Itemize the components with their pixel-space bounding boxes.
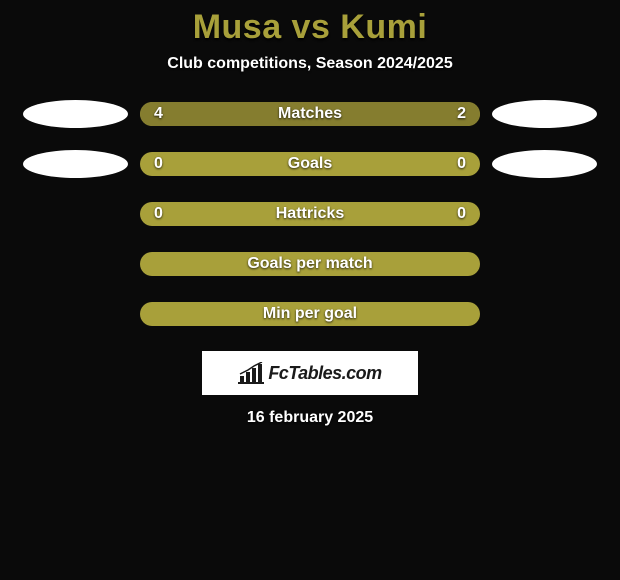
stat-bar: Goals per match (140, 252, 480, 276)
stat-row: Min per goal (0, 301, 620, 327)
subtitle: Club competitions, Season 2024/2025 (0, 55, 620, 73)
chart-icon (238, 362, 264, 384)
stat-bar: Min per goal (140, 302, 480, 326)
player-left-ellipse (23, 150, 128, 178)
stats-list: 4Matches2 0Goals0 0Hattricks0 Goals per mat… (0, 101, 620, 327)
stat-bar: 0Hattricks0 (140, 202, 480, 226)
player-right-ellipse (492, 100, 597, 128)
stat-row: 0Goals0 (0, 151, 620, 177)
logo-box[interactable]: FcTables.com (202, 351, 418, 395)
page-title: Musa vs Kumi (0, 8, 620, 47)
stat-label: Goals per match (140, 255, 480, 273)
player-left-ellipse (23, 100, 128, 128)
stat-label: Hattricks (140, 205, 480, 223)
stat-label: Goals (140, 155, 480, 173)
logo-text: FcTables.com (268, 363, 381, 384)
stat-row: 0Hattricks0 (0, 201, 620, 227)
stat-label: Min per goal (140, 305, 480, 323)
comparison-card: Musa vs Kumi Club competitions, Season 2… (0, 0, 620, 427)
stat-bar: 4Matches2 (140, 102, 480, 126)
stat-label: Matches (140, 105, 480, 123)
player-right-ellipse (492, 150, 597, 178)
stat-row: Goals per match (0, 251, 620, 277)
date-text: 16 february 2025 (0, 409, 620, 427)
stat-row: 4Matches2 (0, 101, 620, 127)
stat-bar: 0Goals0 (140, 152, 480, 176)
